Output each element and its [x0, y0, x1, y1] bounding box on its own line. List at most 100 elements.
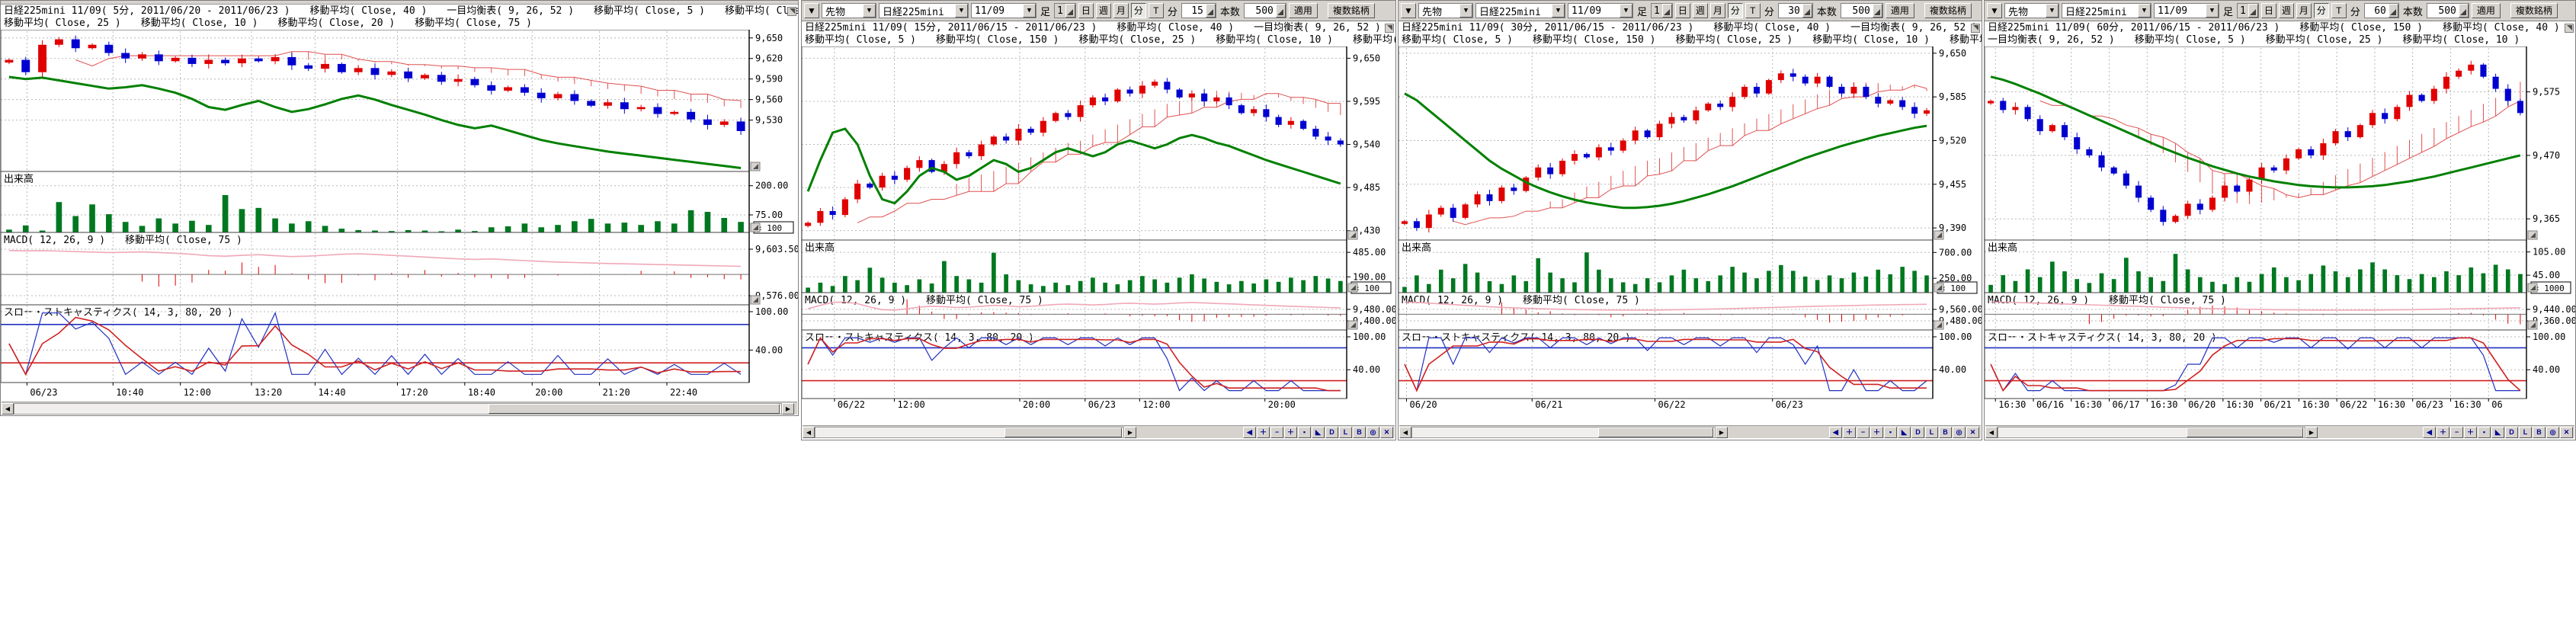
- interval-spinner[interactable]: 60: [2363, 3, 2399, 18]
- chart-tool-button-4[interactable]: ▪: [1884, 426, 1897, 438]
- chart-tool-button-6[interactable]: D: [1911, 426, 1924, 438]
- period-button-4[interactable]: T: [1745, 3, 1761, 18]
- bar-count-spinner[interactable]: 500: [1840, 3, 1883, 18]
- chevron-down-icon[interactable]: ▼: [1620, 4, 1632, 18]
- chevron-down-icon[interactable]: ▼: [2206, 4, 2219, 18]
- scroll-left-button[interactable]: ◀: [2, 402, 14, 415]
- spinner-grip-icon[interactable]: [2458, 4, 2469, 18]
- pane-resize-grip[interactable]: [750, 295, 761, 305]
- chevron-down-icon[interactable]: ▼: [1023, 4, 1036, 18]
- horizontal-scrollbar[interactable]: [815, 426, 1124, 438]
- price-chart-canvas[interactable]: 9,650 9,620 9,590 9,560 9,530 出来高 200.00 75.00 ×…: [1, 30, 799, 403]
- chart-tool-button-3[interactable]: ＋: [1284, 426, 1297, 438]
- header-resize-grip-icon[interactable]: [1385, 24, 1394, 33]
- instrument-select[interactable]: 日経225mini ▼: [1475, 3, 1565, 18]
- price-chart-canvas[interactable]: 9,650 9,585 9,520 9,455 9,390 出来高 700.00 250.00…: [1399, 46, 1983, 411]
- chart-tool-button-1[interactable]: ＋: [2437, 426, 2449, 438]
- pane-resize-grip[interactable]: [750, 162, 761, 171]
- window-menu-button[interactable]: ▼: [1987, 3, 2002, 18]
- chart-tool-button-3[interactable]: ＋: [1870, 426, 1883, 438]
- period-button-2[interactable]: 月: [1709, 3, 1725, 18]
- apply-button[interactable]: 適用: [1288, 3, 1318, 18]
- chevron-down-icon[interactable]: ▼: [863, 4, 876, 18]
- chart-tool-button-10[interactable]: ✕: [1380, 426, 1393, 438]
- header-resize-grip-icon[interactable]: [2565, 24, 2574, 33]
- chart-tool-button-9[interactable]: ◎: [2546, 426, 2559, 438]
- scroll-right-button[interactable]: ▶: [1124, 426, 1136, 438]
- scroll-right-button[interactable]: ▶: [2305, 426, 2318, 438]
- chart-tool-button-4[interactable]: ▪: [1298, 426, 1311, 438]
- bar-count-spinner[interactable]: 500: [2426, 3, 2469, 18]
- chart-tool-button-6[interactable]: D: [1325, 426, 1338, 438]
- contract-select[interactable]: 11/09 ▼: [1568, 3, 1633, 18]
- scrollbar-thumb[interactable]: [1004, 427, 1122, 437]
- chevron-down-icon[interactable]: ▼: [1459, 4, 1472, 18]
- multi-symbol-button[interactable]: 複数銘柄: [2510, 3, 2558, 18]
- period-button-2[interactable]: 月: [1113, 3, 1129, 18]
- category-select[interactable]: 先物 ▼: [1418, 3, 1473, 18]
- window-menu-button[interactable]: ▼: [1401, 3, 1416, 18]
- instrument-select[interactable]: 日経225mini ▼: [2062, 3, 2151, 18]
- chart-tool-button-10[interactable]: ✕: [1966, 426, 1979, 438]
- scroll-right-button[interactable]: ▶: [1716, 426, 1728, 438]
- chart-tool-button-0[interactable]: ◀: [1243, 426, 1256, 438]
- spinner-grip-icon[interactable]: [1065, 4, 1075, 18]
- period-button-4[interactable]: T: [1148, 3, 1164, 18]
- chart-tool-button-3[interactable]: ＋: [2464, 426, 2477, 438]
- chart-tool-button-2[interactable]: −: [2450, 426, 2463, 438]
- scrollbar-thumb[interactable]: [1598, 427, 1713, 437]
- scroll-left-button[interactable]: ◀: [803, 426, 815, 438]
- chart-tool-button-5[interactable]: ◣: [2491, 426, 2504, 438]
- horizontal-scrollbar[interactable]: [1998, 426, 2305, 438]
- bar-size-spinner[interactable]: 1: [1054, 3, 1076, 18]
- period-button-3[interactable]: 分: [2313, 3, 2329, 18]
- pane-resize-grip[interactable]: [2527, 320, 2538, 330]
- chart-tool-button-7[interactable]: L: [1925, 426, 1938, 438]
- chart-tool-button-9[interactable]: ◎: [1953, 426, 1966, 438]
- apply-button[interactable]: 適用: [1885, 3, 1914, 18]
- chart-tool-button-7[interactable]: L: [2519, 426, 2532, 438]
- scroll-right-button[interactable]: ▶: [782, 402, 794, 415]
- chevron-down-icon[interactable]: ▼: [2046, 4, 2059, 18]
- chart-tool-button-10[interactable]: ✕: [2560, 426, 2573, 438]
- pane-resize-grip[interactable]: [750, 223, 761, 232]
- instrument-select[interactable]: 日経225mini ▼: [879, 3, 969, 18]
- chart-tool-button-7[interactable]: L: [1339, 426, 1352, 438]
- chart-tool-button-4[interactable]: ▪: [2478, 426, 2491, 438]
- period-button-0[interactable]: 日: [2260, 3, 2276, 18]
- category-select[interactable]: 先物 ▼: [2004, 3, 2059, 18]
- period-button-0[interactable]: 日: [1078, 3, 1094, 18]
- spinner-grip-icon[interactable]: [1872, 4, 1882, 18]
- bar-count-spinner[interactable]: 500: [1243, 3, 1286, 18]
- pane-resize-grip[interactable]: [1347, 230, 1358, 240]
- period-button-3[interactable]: 分: [1130, 3, 1146, 18]
- price-chart-canvas[interactable]: 9,650 9,595 9,540 9,485 9,430 出来高 485.00 190.00…: [802, 46, 1397, 411]
- period-button-1[interactable]: 週: [1095, 3, 1111, 18]
- chart-tool-button-2[interactable]: −: [1857, 426, 1870, 438]
- multi-symbol-button[interactable]: 複数銘柄: [1327, 3, 1375, 18]
- chart-tool-button-8[interactable]: B: [1939, 426, 1952, 438]
- spinner-grip-icon[interactable]: [1205, 4, 1216, 18]
- chart-tool-button-1[interactable]: ＋: [1843, 426, 1856, 438]
- pane-resize-grip[interactable]: [1934, 230, 1944, 240]
- spinner-grip-icon[interactable]: [2248, 4, 2258, 18]
- horizontal-scrollbar[interactable]: [1411, 426, 1716, 438]
- pane-resize-grip[interactable]: [1934, 320, 1944, 330]
- period-button-4[interactable]: T: [2331, 3, 2347, 18]
- header-resize-grip-icon[interactable]: [787, 7, 796, 16]
- pane-resize-grip[interactable]: [2527, 230, 2538, 240]
- multi-symbol-button[interactable]: 複数銘柄: [1924, 3, 1972, 18]
- chevron-down-icon[interactable]: ▼: [955, 4, 968, 18]
- spinner-grip-icon[interactable]: [1661, 4, 1672, 18]
- period-button-1[interactable]: 週: [1692, 3, 1708, 18]
- chart-tool-button-9[interactable]: ◎: [1366, 426, 1379, 438]
- chart-tool-button-2[interactable]: −: [1270, 426, 1283, 438]
- period-button-1[interactable]: 週: [2278, 3, 2294, 18]
- spinner-grip-icon[interactable]: [1275, 4, 1286, 18]
- chart-tool-button-8[interactable]: B: [2533, 426, 2546, 438]
- pane-resize-grip[interactable]: [1347, 320, 1358, 330]
- apply-button[interactable]: 適用: [2471, 3, 2501, 18]
- spinner-grip-icon[interactable]: [1802, 4, 1812, 18]
- chevron-down-icon[interactable]: ▼: [1552, 4, 1565, 18]
- chart-tool-button-5[interactable]: ◣: [1312, 426, 1325, 438]
